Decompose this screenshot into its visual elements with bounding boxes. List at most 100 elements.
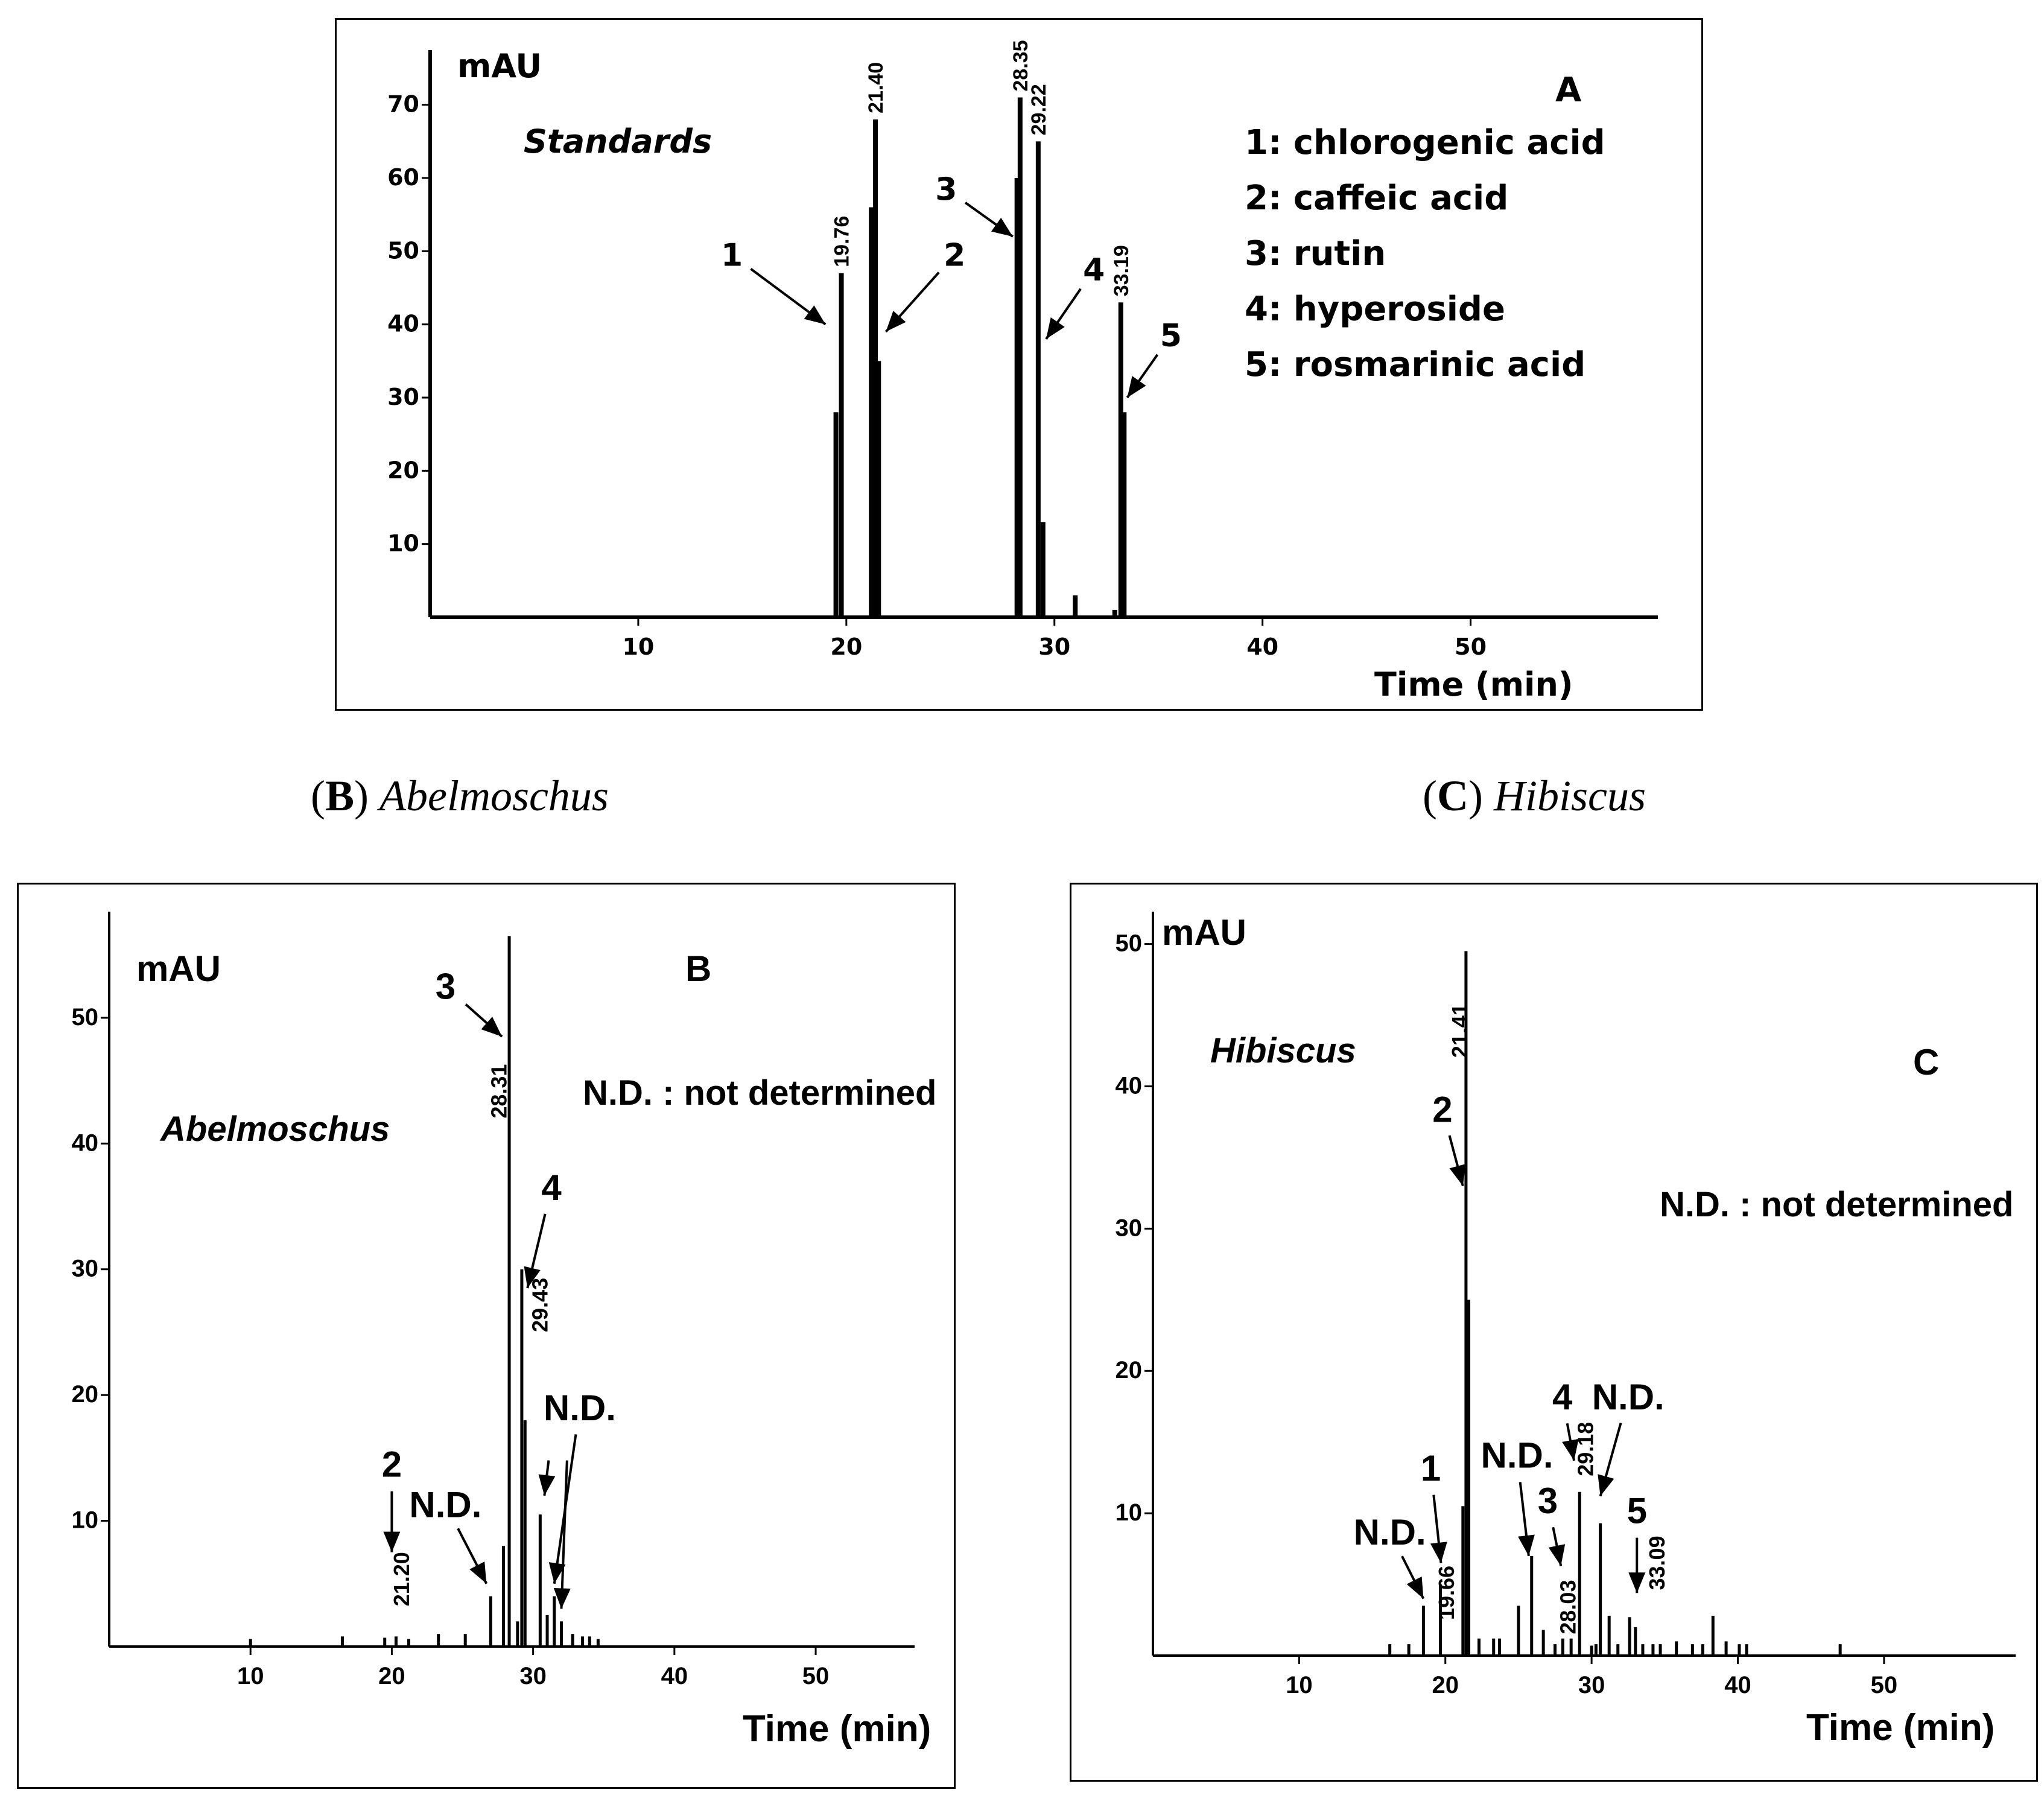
legend-entry: 1: chlorogenic acid <box>1245 123 1605 162</box>
peak-annotation-label: 4 <box>1552 1377 1573 1417</box>
peak-bar <box>1439 1584 1443 1656</box>
y-tick-label: 50 <box>387 237 419 264</box>
peak-annotation-arrow-head <box>1406 1576 1424 1599</box>
peak-bar <box>1014 178 1020 617</box>
y-tick-label: 20 <box>72 1381 99 1408</box>
peak-annotation-label: 1 <box>1421 1448 1441 1488</box>
peak-bar <box>1017 97 1023 618</box>
peak-annotation-arrow-head <box>1430 1542 1447 1563</box>
x-tick-label: 20 <box>378 1663 405 1689</box>
y-tick-label: 70 <box>387 91 419 118</box>
peak-annotation-arrow-head <box>886 311 906 332</box>
y-tick-label: 20 <box>387 457 419 483</box>
peak-annotation-arrow-head <box>1562 1438 1579 1461</box>
x-tick-label: 30 <box>1038 634 1070 660</box>
y-tick-label: 10 <box>387 530 419 557</box>
peak-annotation-label: N.D. <box>1592 1377 1665 1417</box>
y-tick-label: 30 <box>387 384 419 410</box>
peak-bar <box>1599 1523 1602 1656</box>
peak-annotation-arrow-head <box>1449 1164 1466 1186</box>
peak-bar <box>489 1596 492 1647</box>
peak-annotation-label: 3 <box>1538 1481 1558 1521</box>
peak-bar <box>523 1420 527 1647</box>
peak-bar <box>1690 1644 1694 1656</box>
peak-bar <box>1641 1644 1645 1656</box>
peak-bar <box>1035 141 1041 618</box>
peak-bar <box>407 1639 411 1647</box>
peak-bar <box>1628 1617 1631 1656</box>
x-tick-label: 50 <box>802 1663 830 1689</box>
peak-time-label: 28.31 <box>486 1064 511 1119</box>
caption-c-letter: C <box>1436 772 1468 820</box>
peak-annotation-arrow-head <box>1518 1534 1535 1556</box>
peak-bar <box>1634 1627 1637 1656</box>
y-tick-label: 10 <box>1116 1499 1143 1526</box>
x-tick-label: 50 <box>1455 634 1487 660</box>
note-text: N.D. : not determined <box>1660 1185 2013 1224</box>
peak-annotation-label: 4 <box>541 1167 562 1208</box>
legend-entry: 4: hyperoside <box>1245 290 1505 329</box>
peak-bar <box>559 1621 563 1647</box>
peak-annotation-label: N.D. <box>544 1388 616 1428</box>
peak-annotation-arrow-head <box>1127 376 1146 398</box>
peak-bar <box>249 1639 252 1647</box>
peak-time-label: 19.66 <box>1434 1566 1459 1620</box>
peak-bar <box>1122 412 1127 617</box>
peak-bar <box>1118 302 1123 617</box>
y-tick-label: 40 <box>1116 1072 1143 1099</box>
peak-annotation-label: 2 <box>1432 1089 1452 1129</box>
peak-bar <box>437 1634 440 1647</box>
peak-bar <box>1594 1644 1598 1656</box>
peak-bar <box>1530 1555 1534 1656</box>
caption-b-name: Abelmoschus <box>379 772 609 820</box>
peak-bar <box>1701 1644 1704 1656</box>
peak-bar <box>463 1634 467 1647</box>
x-tick-label: 50 <box>1871 1672 1898 1698</box>
peak-bar <box>1578 1491 1581 1656</box>
peak-bar <box>520 1269 524 1647</box>
x-tick-label: 30 <box>519 1663 547 1689</box>
peak-annotation-arrow-head <box>524 1266 541 1288</box>
chart-panel-c: 10 20 30 40 50 10 20 30 40 50 19.66 21.41 28.03 29.18… <box>1070 883 2038 1782</box>
peak-bar <box>1651 1644 1655 1656</box>
y-tick-label: 40 <box>72 1129 99 1156</box>
peak-bar <box>581 1636 585 1647</box>
peak-bar <box>538 1514 542 1647</box>
caption-b: (B) Abelmoschus <box>311 772 609 820</box>
peak-annotation-arrow-head <box>1628 1572 1646 1593</box>
peak-bar <box>1112 609 1117 617</box>
peak-bar <box>873 119 878 617</box>
peak-bar <box>394 1636 398 1647</box>
peak-bar <box>1477 1638 1481 1656</box>
peak-bar <box>839 273 844 617</box>
peak-bar <box>876 361 881 617</box>
legend-entry: 5: rosmarinic acid <box>1245 345 1585 384</box>
peak-time-label: 28.03 <box>1555 1580 1580 1634</box>
peak-bar <box>1517 1606 1520 1656</box>
peak-bar <box>1745 1644 1748 1656</box>
peak-bar <box>1569 1638 1573 1656</box>
peak-annotation-label: 5 <box>1160 318 1182 354</box>
peak-bar <box>571 1634 574 1647</box>
chart-svg-c: 10 20 30 40 50 10 20 30 40 50 19.66 21.41 28.03 29.18… <box>1116 912 2016 1749</box>
x-tick-label: 40 <box>1724 1672 1751 1698</box>
peak-annotation-arrow-head <box>383 1531 401 1552</box>
legend-entry: 3: rutin <box>1245 234 1386 273</box>
legend-entry: 2: caffeic acid <box>1245 179 1508 218</box>
peak-bar <box>1711 1615 1715 1656</box>
peak-time-label: 21.40 <box>865 62 887 113</box>
peak-bar <box>1838 1644 1842 1656</box>
peak-bar <box>1616 1644 1620 1656</box>
peak-annotation-arrow-shaft <box>560 1460 568 1609</box>
peak-annotation-label: N.D. <box>1481 1435 1554 1476</box>
peak-annotation-label: 1 <box>721 238 743 274</box>
peak-time-label: 28.35 <box>1009 40 1032 91</box>
peak-annotation-arrow-head <box>991 217 1013 237</box>
panel-letter: C <box>1913 1042 1939 1082</box>
note-text: N.D. : not determined <box>583 1073 936 1113</box>
y-axis-label: mAU <box>136 948 221 989</box>
peak-bar <box>1040 522 1046 617</box>
y-tick-label: 60 <box>387 164 419 191</box>
